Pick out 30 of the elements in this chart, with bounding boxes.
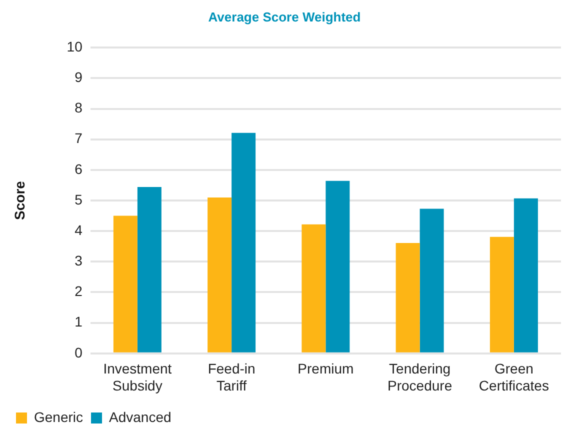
y-axis-title: Score (11, 180, 28, 220)
y-tick-label: 1 (74, 314, 83, 330)
y-tick-label: 0 (74, 344, 83, 360)
y-tick-label: 9 (74, 69, 83, 86)
bar (137, 187, 162, 352)
x-tick-label: Premium (298, 360, 354, 377)
bar (514, 198, 538, 352)
x-tick-label: Feed-in Tariff (208, 360, 256, 394)
chart-title: Average Score Weighted (208, 9, 361, 24)
bar (396, 243, 420, 352)
bar (490, 236, 514, 352)
legend-label: Advanced (109, 408, 172, 425)
x-tick-label: Green Certificates (478, 360, 549, 394)
bar (420, 208, 444, 352)
y-tick-label: 10 (66, 38, 83, 54)
y-tick-label: 7 (74, 130, 83, 146)
x-tick-label: Tendering Procedure (388, 360, 452, 394)
y-tick-label: 8 (74, 100, 83, 116)
y-tick-label: 3 (74, 252, 83, 269)
bar (208, 197, 232, 352)
bar (232, 132, 256, 352)
y-tick-label: 2 (74, 283, 83, 300)
bar (113, 216, 138, 352)
bar (302, 224, 326, 352)
y-tick-label: 4 (74, 222, 83, 238)
legend-label: Generic (34, 408, 84, 425)
y-tick-label: 5 (74, 191, 83, 208)
bar (326, 180, 350, 352)
y-tick-label: 6 (74, 160, 83, 177)
x-tick-label: Investment Subsidy (103, 360, 172, 394)
